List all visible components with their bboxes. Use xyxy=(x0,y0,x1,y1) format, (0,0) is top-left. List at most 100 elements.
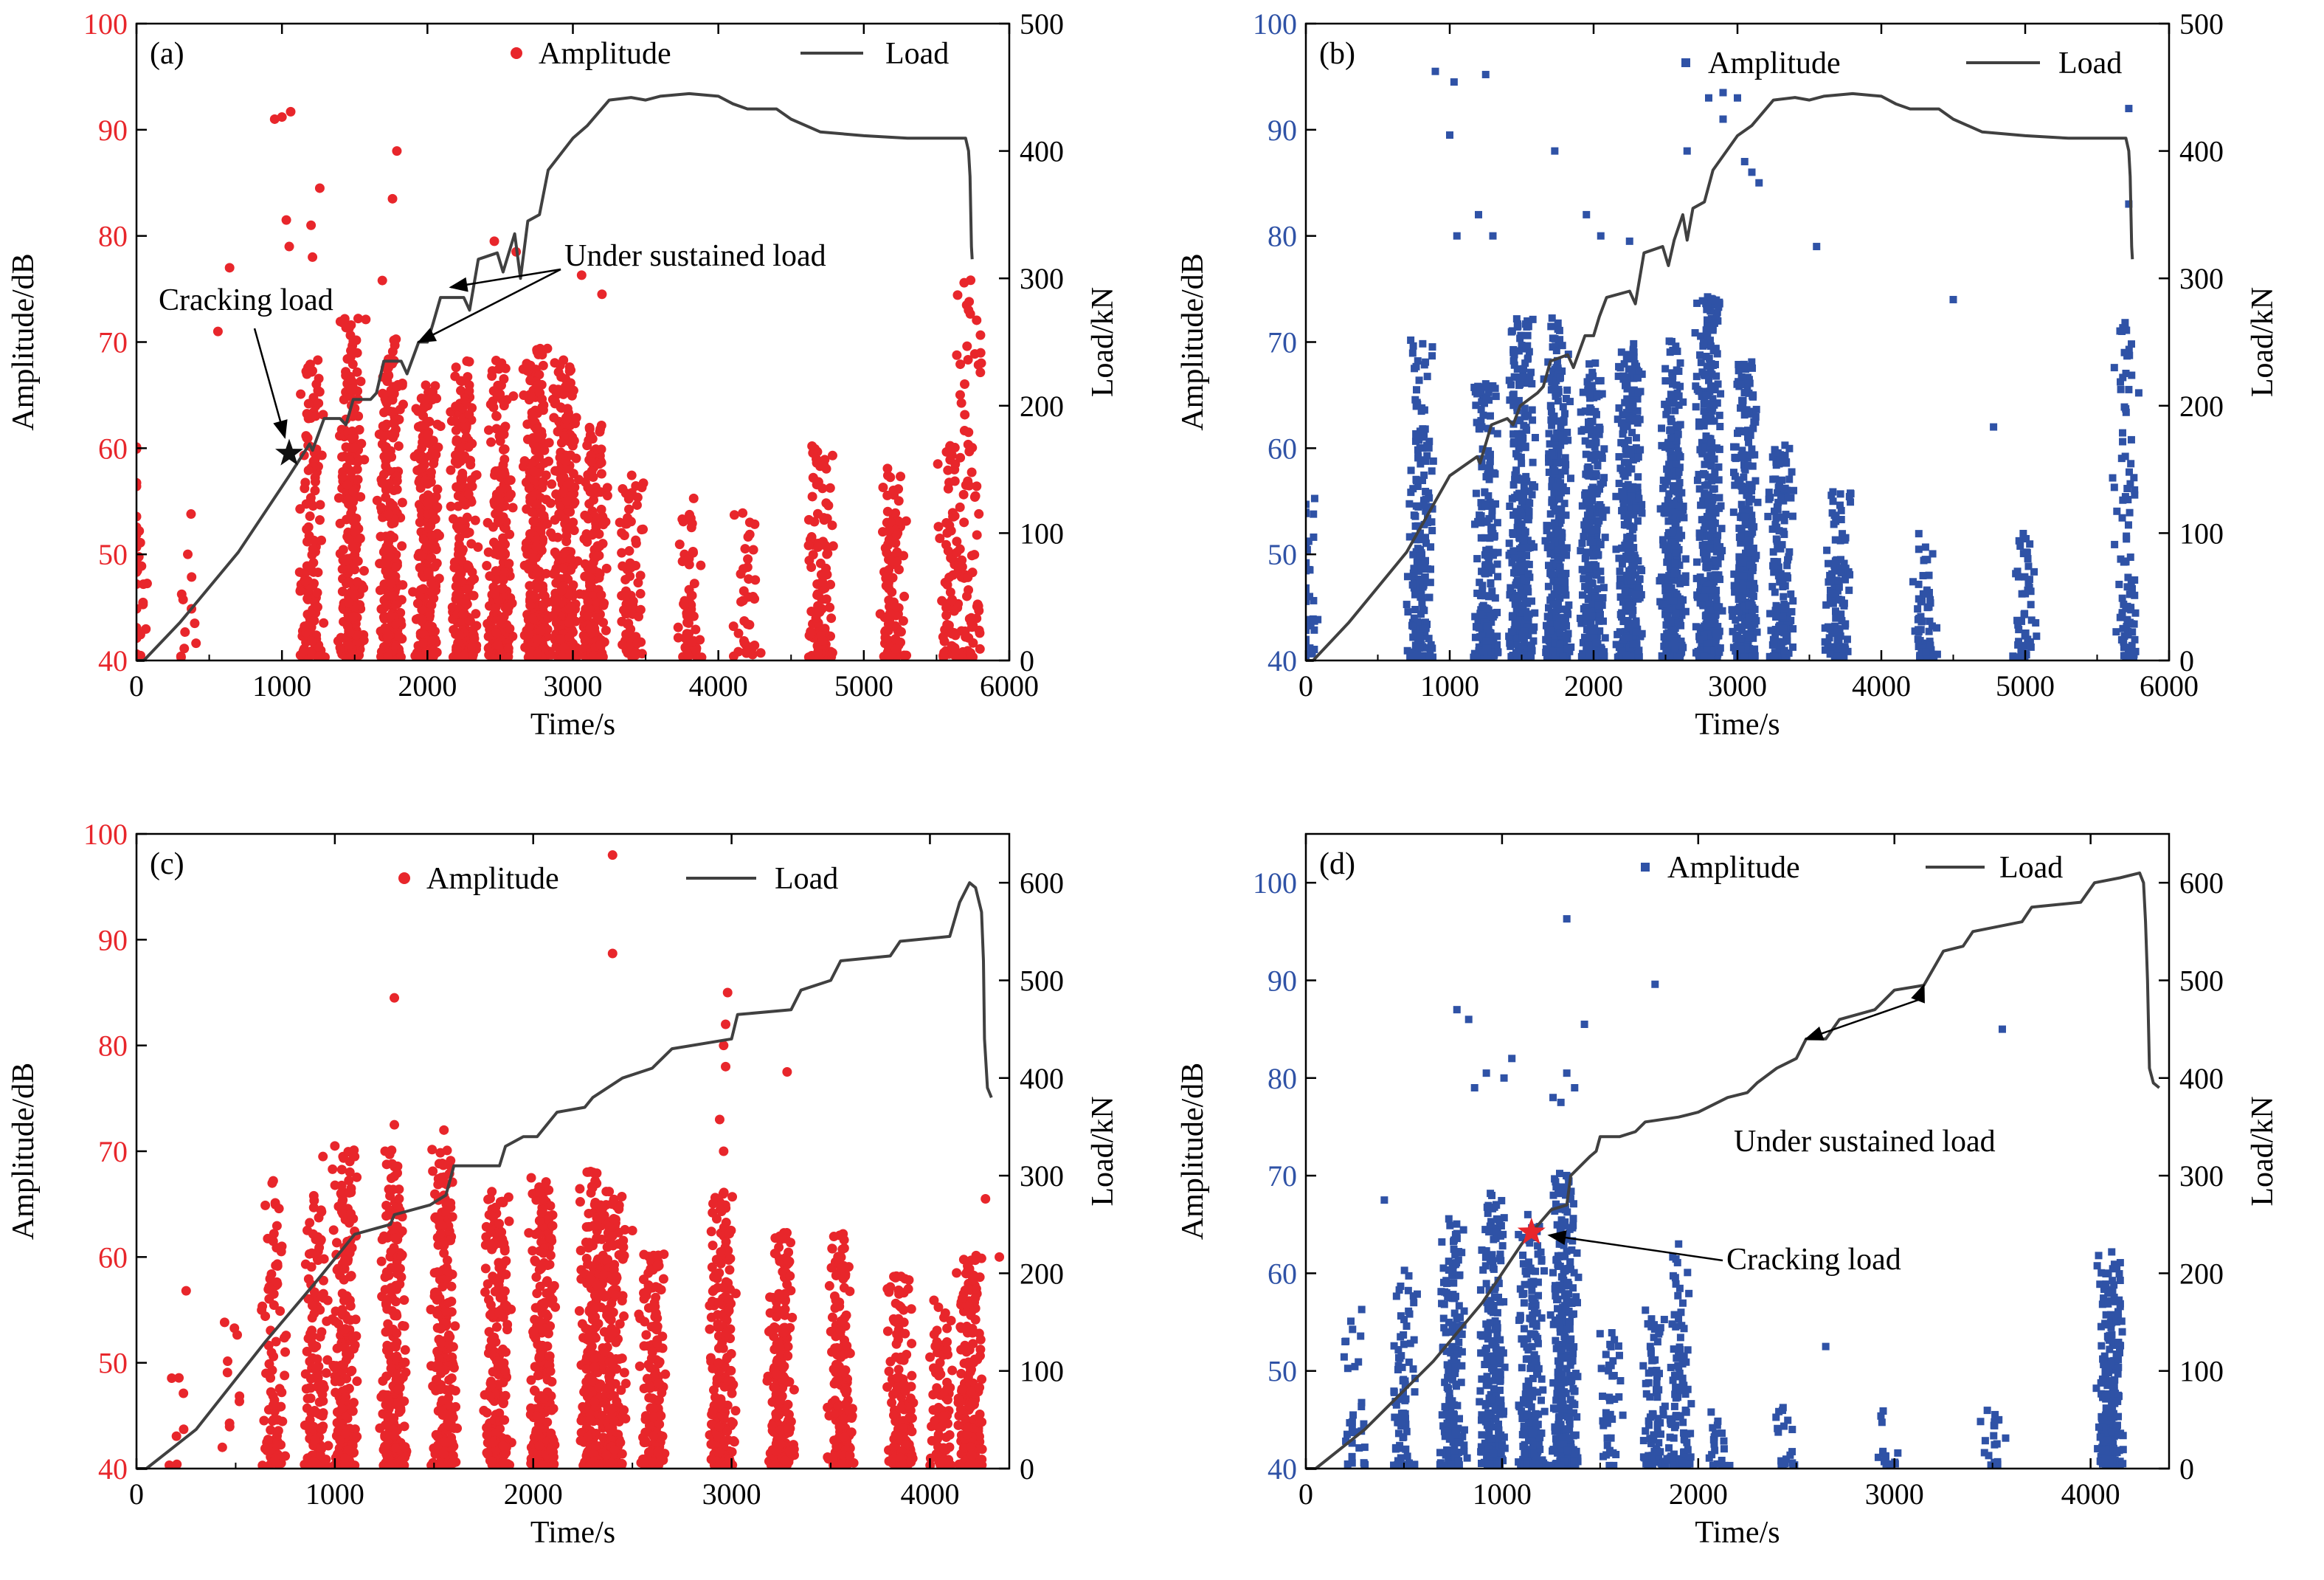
amplitude-point xyxy=(1428,526,1436,534)
amplitude-point xyxy=(180,627,190,638)
amplitude-point xyxy=(1512,466,1521,475)
amplitude-point xyxy=(811,454,821,464)
amplitude-point xyxy=(1482,395,1490,403)
amplitude-point xyxy=(352,556,362,566)
amplitude-point xyxy=(948,511,958,522)
amplitude-point xyxy=(412,465,423,475)
amplitude-point xyxy=(1529,315,1537,323)
amplitude-point xyxy=(1566,398,1574,406)
amplitude-point xyxy=(1557,613,1566,621)
amplitude-point xyxy=(499,454,510,464)
amplitude-point xyxy=(626,562,636,573)
amplitude-point xyxy=(426,600,437,610)
amplitude-point xyxy=(519,560,530,570)
amplitude-point xyxy=(618,561,628,571)
amplitude-point xyxy=(136,481,142,491)
amplitude-point xyxy=(1599,617,1607,625)
amplitude-point xyxy=(1598,649,1606,658)
amplitude-point xyxy=(1669,487,1677,495)
amplitude-point xyxy=(558,355,569,365)
amplitude-point xyxy=(1662,621,1670,629)
amplitude-point xyxy=(1554,319,1562,327)
amplitude-point xyxy=(943,465,953,475)
amplitude-point xyxy=(302,537,312,547)
amplitude-point xyxy=(1629,598,1637,606)
amplitude-point xyxy=(950,643,960,653)
amplitude-point xyxy=(1600,479,1608,487)
amplitude-point xyxy=(1562,395,1570,403)
amplitude-point xyxy=(138,597,148,607)
amplitude-point xyxy=(1628,610,1636,618)
amplitude-point xyxy=(564,366,575,376)
amplitude-point xyxy=(1580,533,1588,541)
amplitude-point xyxy=(952,350,962,360)
amplitude-point xyxy=(687,518,697,528)
amplitude-point xyxy=(1420,471,1428,479)
amplitude-point xyxy=(634,611,644,621)
amplitude-point xyxy=(300,576,311,587)
amplitude-point xyxy=(888,573,898,583)
amplitude-point xyxy=(429,646,439,656)
amplitude-point xyxy=(1595,430,1603,438)
amplitude-point xyxy=(1670,533,1678,541)
y-tick-label-right: 300 xyxy=(1020,262,1064,295)
amplitude-point xyxy=(1582,618,1590,626)
amplitude-point xyxy=(1616,575,1624,583)
amplitude-point xyxy=(1556,417,1564,425)
amplitude-point xyxy=(882,463,893,474)
amplitude-point xyxy=(463,561,474,571)
amplitude-point xyxy=(1661,546,1670,554)
amplitude-point xyxy=(1529,480,1537,489)
amplitude-point xyxy=(1553,621,1561,629)
amplitude-point xyxy=(1483,517,1491,525)
amplitude-point xyxy=(526,392,536,402)
amplitude-point xyxy=(1423,514,1431,522)
amplitude-point xyxy=(893,565,904,575)
amplitude-point xyxy=(748,592,758,602)
amplitude-point xyxy=(1634,453,1642,461)
amplitude-point xyxy=(1556,629,1564,637)
amplitude-point xyxy=(312,602,322,613)
amplitude-point xyxy=(1407,466,1415,475)
amplitude-point xyxy=(1555,495,1563,503)
amplitude-point xyxy=(311,411,321,421)
amplitude-point xyxy=(1583,471,1591,479)
amplitude-point xyxy=(1485,593,1493,601)
amplitude-point xyxy=(382,405,392,415)
amplitude-point xyxy=(1583,497,1591,506)
amplitude-point xyxy=(1507,584,1515,592)
amplitude-point xyxy=(1557,471,1565,479)
x-tick-label: 5000 xyxy=(834,669,893,703)
amplitude-point xyxy=(899,591,910,601)
amplitude-point xyxy=(1422,507,1430,515)
amplitude-point xyxy=(388,500,398,511)
amplitude-point xyxy=(498,444,508,455)
amplitude-point xyxy=(1422,358,1430,366)
amplitude-point xyxy=(1552,653,1560,660)
amplitude-point xyxy=(539,511,549,521)
amplitude-point xyxy=(305,562,316,573)
amplitude-point xyxy=(1513,616,1521,624)
amplitude-point xyxy=(1659,484,1667,492)
amplitude-point xyxy=(1483,604,1491,613)
amplitude-point xyxy=(1673,348,1681,356)
amplitude-point xyxy=(497,583,508,593)
amplitude-point xyxy=(389,418,399,429)
amplitude-point xyxy=(529,590,539,600)
amplitude-point xyxy=(1636,565,1645,573)
amplitude-point xyxy=(1585,426,1594,434)
amplitude-point xyxy=(1515,644,1523,652)
amplitude-point xyxy=(359,635,369,646)
amplitude-point xyxy=(1524,331,1532,339)
amplitude-point xyxy=(487,366,497,376)
amplitude-point xyxy=(1484,569,1493,577)
amplitude-point xyxy=(1664,598,1673,607)
amplitude-point xyxy=(1418,598,1426,607)
amplitude-point xyxy=(1510,554,1518,562)
amplitude-point xyxy=(451,362,461,373)
amplitude-point xyxy=(826,579,836,590)
amplitude-point xyxy=(1417,460,1425,468)
amplitude-point xyxy=(1521,404,1529,413)
amplitude-point xyxy=(493,640,503,650)
amplitude-point xyxy=(142,579,152,589)
